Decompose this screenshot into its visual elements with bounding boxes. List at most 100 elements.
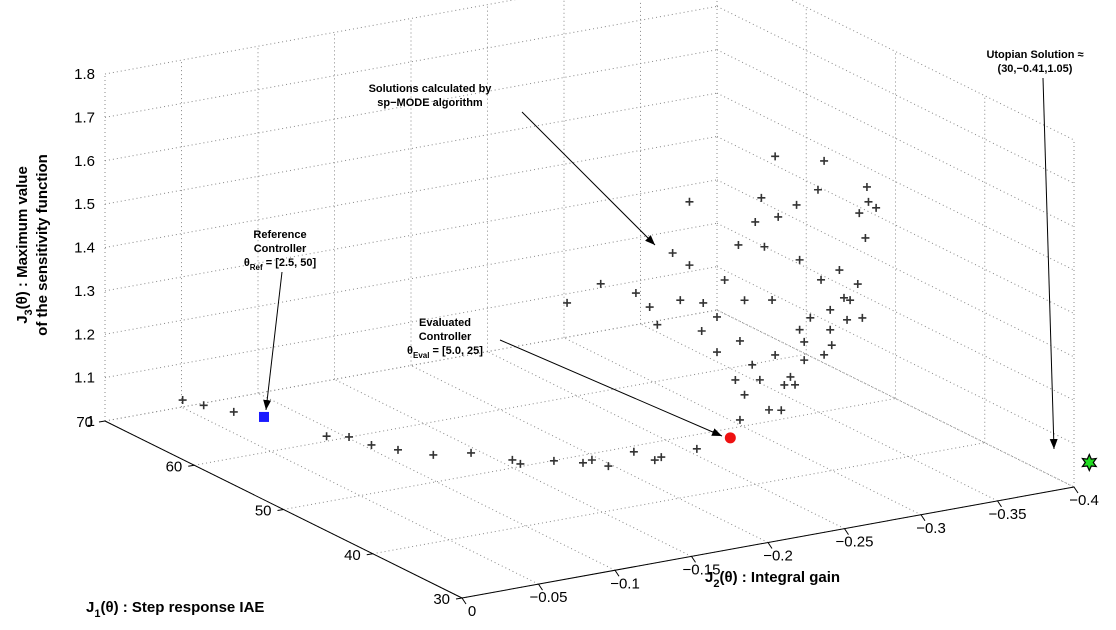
x-tick-label: −0.05 (530, 589, 568, 606)
data-point (596, 279, 605, 288)
data-point (777, 406, 786, 415)
data-point (853, 280, 862, 289)
z-tick-label: 1.1 (74, 370, 95, 387)
tick-mark (767, 542, 773, 549)
data-point (653, 320, 662, 329)
data-point (657, 453, 666, 462)
y-axis-label: J1(θ) : Step response IAE (86, 599, 264, 620)
tick-mark (691, 556, 696, 563)
y-tick-label: 30 (433, 591, 450, 608)
data-point (740, 390, 749, 399)
annotation: θRef = [2.5, 50] (244, 257, 317, 272)
tick-mark (614, 569, 620, 577)
data-point (178, 396, 187, 405)
data-point (748, 360, 757, 369)
tick-mark (366, 553, 373, 556)
data-point (229, 407, 238, 416)
data-point (861, 233, 870, 242)
data-point (713, 312, 721, 321)
annotation: Solutions calculated by (369, 83, 493, 95)
z-tick-label: 1.5 (74, 196, 95, 213)
y-tick-label: 70 (76, 414, 93, 431)
data-point (735, 336, 744, 345)
z-axis-label: J3(θ) : Maximum value (14, 166, 35, 324)
tick-mark (920, 514, 926, 522)
grid-line (716, 309, 1075, 488)
data-point (795, 325, 804, 334)
grid-line (563, 337, 922, 516)
data-point (697, 326, 706, 335)
x-tick-label: −0.2 (763, 548, 793, 565)
x-tick-label: −0.15 (683, 561, 721, 578)
data-point (774, 212, 783, 221)
data-point (846, 296, 855, 305)
data-point (835, 266, 844, 275)
tick-mark (1073, 486, 1079, 494)
grid-line (181, 406, 539, 585)
data-point (786, 372, 795, 381)
z-tick-label: 1.7 (74, 109, 95, 126)
z-axis-label: of the sensitivity function (34, 154, 51, 336)
arrow (499, 339, 723, 437)
data-point (731, 375, 740, 384)
data-point (199, 401, 208, 410)
grid-line (283, 398, 896, 510)
data-point (367, 440, 376, 449)
tick-mark (277, 509, 284, 511)
data-point (791, 380, 800, 389)
data-point (467, 448, 476, 457)
data-point (650, 456, 659, 465)
data-point (827, 341, 836, 350)
data-point (740, 296, 749, 305)
grid-line (716, 49, 1075, 228)
data-point (578, 458, 587, 467)
grid-line (372, 442, 985, 555)
grid: 0 −0.05 −0.1 −0.15 −0.2 −0.25 −0.3 −0.35 −0.4 30 4… (74, 0, 1099, 620)
grid-line (716, 266, 1075, 445)
x-axis-label: J2(θ) : Integral gain (705, 569, 840, 590)
data-point (668, 248, 677, 257)
data-point (429, 450, 438, 459)
tick-mark (455, 597, 463, 600)
data-point (826, 325, 835, 334)
data-point (735, 415, 744, 424)
data-point (258, 411, 269, 422)
data-point (699, 298, 708, 307)
annotation: (30,−0.41,1.05) (998, 63, 1073, 75)
data-point (720, 275, 729, 284)
data-point (771, 152, 780, 161)
grid-line (716, 309, 1075, 488)
tick-mark (461, 597, 467, 605)
z-tick-label: 1.8 (74, 66, 95, 83)
annotation: Controller (254, 243, 307, 255)
data-point (713, 348, 721, 357)
grid-line (104, 222, 718, 335)
arrow (521, 111, 656, 246)
tick-mark (98, 420, 106, 423)
data-point (724, 432, 736, 444)
data-point (817, 275, 826, 284)
data-point (676, 296, 685, 305)
grid-line (640, 323, 998, 502)
data-point (858, 313, 867, 322)
data-point (629, 447, 638, 456)
data-point (563, 298, 572, 307)
annotation: Controller (419, 331, 472, 343)
tick-mark (188, 464, 195, 467)
z-tick-label: 1.2 (74, 326, 95, 343)
data-point (345, 432, 354, 441)
data-point (795, 255, 804, 264)
x-tick-label: −0.1 (610, 575, 640, 592)
x-tick-label: −0.25 (836, 534, 874, 551)
z-tick-label: 1.6 (74, 153, 95, 170)
data-point (862, 182, 871, 191)
data-point (800, 337, 809, 346)
grid-line (257, 392, 616, 571)
annotation: θEval = [5.0, 25] (407, 345, 483, 360)
grid-line (334, 378, 692, 557)
data-point (843, 315, 852, 324)
data-point (322, 432, 331, 441)
tick-mark (844, 528, 849, 535)
arrow (263, 271, 283, 411)
data-point (751, 217, 760, 226)
